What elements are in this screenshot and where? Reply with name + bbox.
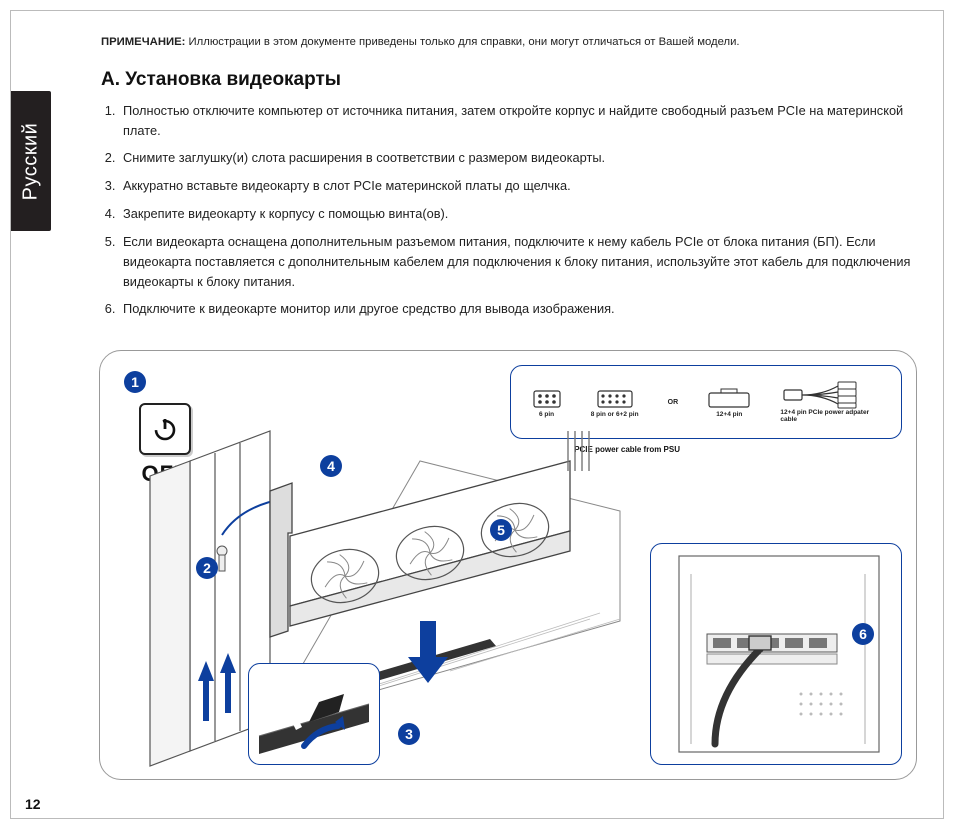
callout-6: 6 xyxy=(852,623,874,645)
connector-adapter: 12+4 pin PCIe power adpater cable xyxy=(780,381,880,423)
callout-1: 1 xyxy=(124,371,146,393)
pcie-latch-inset xyxy=(248,663,380,765)
callout-3: 3 xyxy=(398,723,420,745)
step-item: Если видеокарта оснащена дополнительным … xyxy=(119,232,915,291)
step-item: Снимите заглушку(и) слота расширения в с… xyxy=(119,148,915,168)
callout-4: 4 xyxy=(320,455,342,477)
latch-illustration xyxy=(249,664,379,764)
step-item: Закрепите видеокарту к корпусу с помощью… xyxy=(119,204,915,224)
connector-label: 8 pin or 6+2 pin xyxy=(591,411,639,418)
connector-8pin: 8 pin or 6+2 pin xyxy=(591,387,639,418)
plug-icon xyxy=(532,387,562,411)
connector-12pin: 12+4 pin xyxy=(707,387,751,418)
monitor-illustration xyxy=(651,544,901,764)
connector-label: 6 pin xyxy=(539,411,554,418)
steps-list: Полностью отключите компьютер от источни… xyxy=(101,101,915,319)
note-text: Иллюстрации в этом документе приведены т… xyxy=(189,36,740,48)
plug-icon xyxy=(596,387,634,411)
note-label: ПРИМЕЧАНИЕ: xyxy=(101,36,185,48)
language-label: Русский xyxy=(20,122,43,200)
page-frame: Русский ПРИМЕЧАНИЕ: Иллюстрации в этом д… xyxy=(10,10,944,819)
step-item: Аккуратно вставьте видеокарту в слот PCI… xyxy=(119,176,915,196)
step-item: Полностью отключите компьютер от источни… xyxy=(119,101,915,141)
installation-diagram: 1 OFF 6 pin xyxy=(99,350,917,780)
section-title: A. Установка видеокарты xyxy=(101,69,915,91)
note: ПРИМЕЧАНИЕ: Иллюстрации в этом документе… xyxy=(101,35,915,51)
page-number: 12 xyxy=(25,796,41,812)
callout-5: 5 xyxy=(490,519,512,541)
callout-2: 2 xyxy=(196,557,218,579)
connector-6pin: 6 pin xyxy=(532,387,562,418)
connector-label: 12+4 pin xyxy=(716,411,742,418)
or-label: OR xyxy=(668,399,679,406)
content-area: ПРИМЕЧАНИЕ: Иллюстрации в этом документе… xyxy=(101,35,915,319)
step-item: Подключите к видеокарте монитор или друг… xyxy=(119,299,915,319)
monitor-connection-panel xyxy=(650,543,902,765)
plug-icon xyxy=(707,387,751,411)
language-tab: Русский xyxy=(11,91,51,231)
connector-label: 12+4 pin PCIe power adpater cable xyxy=(780,409,880,423)
adapter-icon xyxy=(782,381,878,409)
